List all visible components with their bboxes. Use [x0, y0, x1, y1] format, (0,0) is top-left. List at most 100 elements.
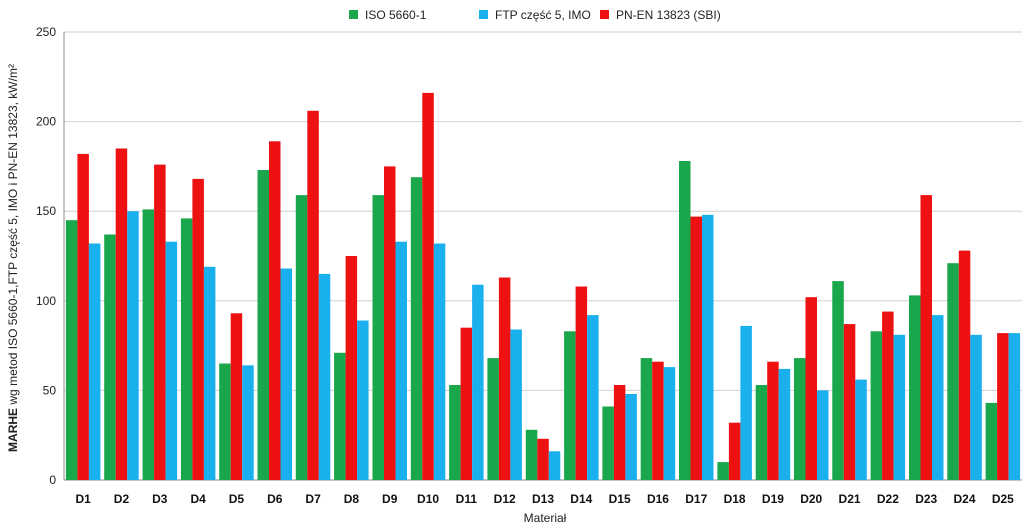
x-category-label: D3 [152, 492, 168, 506]
bar-D19-2 [778, 368, 791, 480]
bar-D22-1 [882, 311, 894, 480]
bar-D15-1 [613, 385, 626, 480]
x-category-label: D19 [762, 492, 784, 506]
bar-D18-0 [717, 462, 729, 480]
legend-label: ISO 5660-1 [365, 8, 427, 22]
bar-D5-2 [242, 365, 254, 480]
bar-D18-2 [740, 325, 752, 480]
bar-D1-2 [88, 243, 101, 480]
y-tick-label: 50 [43, 383, 57, 397]
y-axis-title-bold: MARHE [6, 408, 20, 452]
x-category-label: D8 [344, 492, 360, 506]
bar-D23-2 [932, 315, 944, 480]
x-category-label: D25 [992, 492, 1014, 506]
bar-D5-0 [219, 363, 231, 480]
bar-D12-1 [498, 277, 511, 480]
bar-D7-1 [307, 110, 319, 481]
bar-D17-0 [679, 161, 691, 480]
legend-swatch [600, 10, 609, 19]
x-category-labels: D1 D2 D3 D4 D5 D6 D7 D8 D9 D10 D11 D12 D13 D14 D15 D16 D… [75, 492, 1014, 506]
x-category-label: D9 [382, 492, 398, 506]
bar-D25-0 [985, 402, 998, 480]
bar-D1-0 [65, 220, 78, 480]
bar-D17-1 [690, 216, 702, 480]
bar-D12-0 [487, 358, 499, 480]
bar-D14-0 [564, 331, 576, 480]
x-category-label: D20 [800, 492, 822, 506]
bar-D14-1 [575, 286, 588, 480]
x-category-label: D21 [839, 492, 861, 506]
bar-D24-0 [947, 263, 959, 480]
bar-D21-2 [855, 379, 867, 480]
bar-D6-1 [269, 141, 281, 481]
bar-D4-1 [192, 178, 204, 480]
bar-D9-0 [372, 195, 384, 480]
bar-D25-1 [997, 333, 1009, 480]
bar-D5-1 [230, 313, 243, 480]
x-category-label: D13 [532, 492, 554, 506]
bar-D20-0 [794, 358, 806, 480]
bar-D22-0 [870, 331, 883, 480]
x-category-label: D22 [877, 492, 899, 506]
bar-D16-2 [663, 367, 676, 480]
bar-D24-1 [958, 250, 971, 480]
bar-D13-1 [537, 438, 549, 480]
x-category-label: D14 [570, 492, 592, 506]
bar-D11-2 [472, 284, 484, 480]
bar-D2-2 [127, 211, 139, 480]
x-category-label: D10 [417, 492, 439, 506]
bar-D22-2 [893, 334, 906, 480]
bar-D4-0 [180, 218, 193, 480]
bar-D19-1 [767, 361, 779, 480]
x-category-label: D7 [305, 492, 321, 506]
legend-label: FTP część 5, IMO [495, 8, 591, 22]
bar-D9-2 [395, 241, 407, 480]
x-category-label: D15 [609, 492, 631, 506]
x-axis-title: Materiał [524, 511, 567, 525]
bar-D18-1 [728, 422, 741, 480]
bar-D8-2 [357, 320, 369, 480]
x-category-label: D16 [647, 492, 669, 506]
bar-D6-0 [257, 170, 269, 480]
x-category-label: D23 [915, 492, 937, 506]
bar-D24-2 [970, 334, 982, 480]
bar-D25-2 [1008, 333, 1021, 480]
legend-label: PN-EN 13823 (SBI) [616, 8, 721, 22]
x-category-label: D6 [267, 492, 283, 506]
bar-D10-0 [410, 177, 423, 480]
x-category-label: D1 [75, 492, 91, 506]
bar-D9-1 [384, 166, 396, 480]
bar-D8-0 [334, 352, 346, 480]
x-category-label: D17 [685, 492, 707, 506]
x-category-label: D2 [114, 492, 130, 506]
bar-D10-2 [433, 243, 446, 480]
bar-D13-0 [525, 429, 538, 480]
bar-D16-1 [652, 361, 664, 480]
x-category-label: D24 [954, 492, 976, 506]
y-axis-title: MARHE wg metod ISO 5660-1,FTP część 5, I… [6, 64, 20, 452]
bar-D12-2 [510, 329, 522, 480]
legend-swatch [479, 10, 488, 19]
bar-D17-2 [702, 214, 714, 481]
bar-D23-1 [920, 195, 932, 480]
x-category-label: D5 [229, 492, 245, 506]
legend: ISO 5660-1 FTP część 5, IMO PN-EN 13823 (S… [349, 8, 721, 22]
bar-D23-0 [909, 295, 921, 480]
y-tick-label: 0 [49, 473, 56, 487]
bar-D1-1 [77, 153, 89, 480]
y-axis-title-rest: wg metod ISO 5660-1,FTP część 5, IMO i P… [6, 64, 20, 408]
bar-D3-0 [142, 209, 155, 480]
bar-D3-2 [165, 241, 178, 480]
bar-D20-2 [817, 390, 829, 480]
y-tick-label: 100 [36, 294, 56, 308]
bar-D3-1 [154, 164, 166, 480]
bar-D14-2 [587, 315, 599, 480]
bar-D19-0 [755, 385, 768, 480]
bar-D11-1 [460, 327, 473, 480]
legend-swatch [349, 10, 358, 19]
bar-D16-0 [640, 358, 653, 480]
y-tick-label: 150 [36, 204, 56, 218]
x-category-label: D11 [456, 492, 478, 506]
y-tick-labels: 0 50 100 150 200 250 [36, 25, 56, 487]
